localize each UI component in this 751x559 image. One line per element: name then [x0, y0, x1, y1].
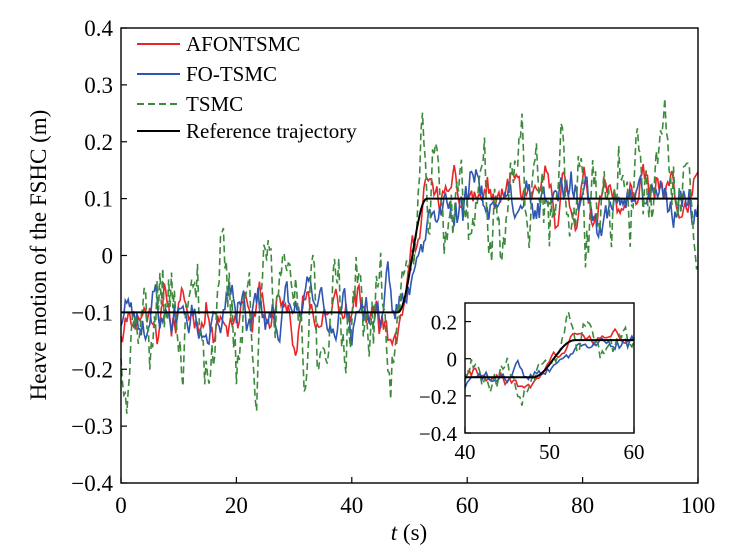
inset-y-tick-label: −0.2	[419, 385, 457, 409]
inset-series-line-reference-trajectory	[465, 339, 634, 379]
inset-x-tick-label: 60	[624, 440, 645, 464]
y-axis-label: Heave motion of the FSHC (m)	[26, 110, 51, 401]
y-tick-label: 0.2	[84, 130, 113, 155]
main-plot-series	[120, 98, 699, 414]
y-tick-label: 0.3	[84, 73, 113, 98]
y-tick-label: −0.4	[71, 471, 113, 496]
inset-x-tick-label: 50	[539, 440, 560, 464]
legend-label-tsmc: TSMC	[186, 92, 243, 116]
y-tick-label: −0.1	[71, 300, 113, 325]
series-line-fo-tsmc	[120, 169, 699, 346]
main-axis-ticks: 0 20 40 60 80 100 −0.4 −0.3 −0.2 −0.1 0 0.1 0.2 0.3 0.…	[71, 16, 715, 518]
x-tick-label: 40	[340, 493, 363, 518]
x-tick-label: 20	[225, 493, 248, 518]
y-tick-label: 0	[102, 244, 114, 269]
legend-label-afontsmc: AFONTSMC	[186, 32, 300, 56]
inset-series-line-fo-tsmc	[464, 334, 635, 389]
inset-y-tick-label: 0	[447, 348, 458, 372]
y-tick-label: −0.2	[71, 357, 113, 382]
inset-y-tick-label: 0.2	[431, 311, 457, 335]
legend-label-fo-tsmc: FO-TSMC	[186, 62, 277, 86]
y-tick-label: 0.4	[84, 16, 113, 41]
x-axis-label: t (s)	[391, 520, 427, 545]
x-tick-label: 80	[571, 493, 594, 518]
inset-x-tick-label: 40	[455, 440, 476, 464]
y-tick-label: 0.1	[84, 187, 113, 212]
x-tick-label: 0	[115, 493, 127, 518]
inset-y-tick-label: −0.4	[419, 422, 458, 446]
inset-background	[465, 303, 634, 433]
inset-axis-ticks: 40 50 60 −0.4 −0.2 0 0.2	[419, 311, 645, 464]
legend-label-reference: Reference trajectory	[186, 119, 357, 143]
y-tick-label: −0.3	[71, 414, 113, 439]
x-tick-label: 60	[456, 493, 479, 518]
inset-series-line-tsmc	[464, 309, 635, 406]
legend: AFONTSMC FO-TSMC TSMC Reference trajecto…	[137, 32, 357, 143]
x-tick-label: 100	[681, 493, 716, 518]
series-line-reference-trajectory	[121, 197, 698, 314]
inset-plot-series	[464, 309, 635, 406]
